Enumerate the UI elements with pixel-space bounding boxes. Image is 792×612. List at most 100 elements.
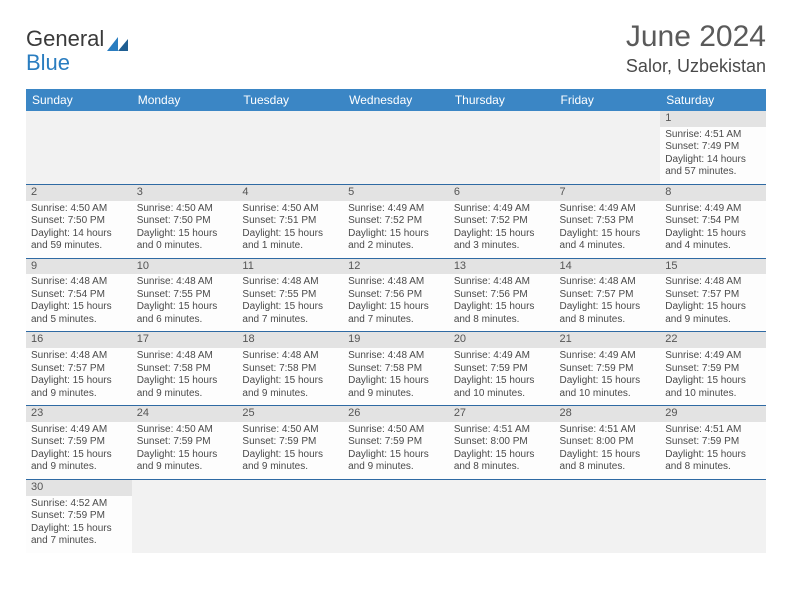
day-number-cell	[449, 479, 555, 495]
day-cell: Sunrise: 4:51 AMSunset: 7:49 PMDaylight:…	[660, 127, 766, 185]
weekday-header-row: Sunday Monday Tuesday Wednesday Thursday…	[26, 89, 766, 111]
day-number-cell: 25	[237, 406, 343, 422]
daylight-line: Daylight: 15 hours and 9 minutes.	[31, 449, 127, 474]
day-cell: Sunrise: 4:51 AMSunset: 7:59 PMDaylight:…	[660, 422, 766, 480]
day-cell	[449, 496, 555, 553]
daylight-line: Daylight: 15 hours and 9 minutes.	[242, 449, 338, 474]
sunrise-line: Sunrise: 4:48 AM	[242, 276, 338, 289]
day-number-row: 9101112131415	[26, 258, 766, 274]
day-number-cell: 16	[26, 332, 132, 348]
sunset-line: Sunset: 7:59 PM	[348, 436, 444, 449]
day-cell	[26, 127, 132, 185]
day-cell	[660, 496, 766, 553]
day-cell: Sunrise: 4:48 AMSunset: 7:58 PMDaylight:…	[237, 348, 343, 406]
daylight-line: Daylight: 15 hours and 10 minutes.	[560, 375, 656, 400]
day-content-row: Sunrise: 4:52 AMSunset: 7:59 PMDaylight:…	[26, 496, 766, 553]
daylight-line: Daylight: 15 hours and 10 minutes.	[454, 375, 550, 400]
sunset-line: Sunset: 7:56 PM	[454, 289, 550, 302]
sunrise-line: Sunrise: 4:48 AM	[665, 276, 761, 289]
sunset-line: Sunset: 7:50 PM	[31, 215, 127, 228]
daylight-line: Daylight: 15 hours and 5 minutes.	[31, 301, 127, 326]
daylight-line: Daylight: 15 hours and 8 minutes.	[665, 449, 761, 474]
day-number-row: 30	[26, 479, 766, 495]
day-number-row: 16171819202122	[26, 332, 766, 348]
day-cell: Sunrise: 4:51 AMSunset: 8:00 PMDaylight:…	[449, 422, 555, 480]
sunset-line: Sunset: 7:58 PM	[242, 363, 338, 376]
sunrise-line: Sunrise: 4:51 AM	[560, 424, 656, 437]
sunset-line: Sunset: 7:53 PM	[560, 215, 656, 228]
daylight-line: Daylight: 15 hours and 9 minutes.	[31, 375, 127, 400]
sunrise-line: Sunrise: 4:52 AM	[31, 498, 127, 511]
sunset-line: Sunset: 7:57 PM	[31, 363, 127, 376]
day-cell: Sunrise: 4:49 AMSunset: 7:59 PMDaylight:…	[660, 348, 766, 406]
day-content-row: Sunrise: 4:49 AMSunset: 7:59 PMDaylight:…	[26, 422, 766, 480]
sunrise-line: Sunrise: 4:49 AM	[665, 203, 761, 216]
sunrise-line: Sunrise: 4:50 AM	[31, 203, 127, 216]
month-year: June 2024	[626, 20, 766, 54]
day-cell	[555, 127, 661, 185]
day-cell: Sunrise: 4:49 AMSunset: 7:59 PMDaylight:…	[449, 348, 555, 406]
day-number-cell	[449, 111, 555, 127]
location: Salor, Uzbekistan	[626, 56, 766, 77]
day-content-row: Sunrise: 4:50 AMSunset: 7:50 PMDaylight:…	[26, 201, 766, 259]
day-cell: Sunrise: 4:48 AMSunset: 7:57 PMDaylight:…	[26, 348, 132, 406]
day-cell: Sunrise: 4:49 AMSunset: 7:53 PMDaylight:…	[555, 201, 661, 259]
day-number-cell: 13	[449, 258, 555, 274]
logo: GeneralBlue	[26, 26, 175, 76]
sunset-line: Sunset: 7:54 PM	[31, 289, 127, 302]
day-cell	[237, 127, 343, 185]
day-cell: Sunrise: 4:49 AMSunset: 7:54 PMDaylight:…	[660, 201, 766, 259]
header: GeneralBlue June 2024 Salor, Uzbekistan	[26, 20, 766, 77]
daylight-line: Daylight: 15 hours and 9 minutes.	[137, 375, 233, 400]
daylight-line: Daylight: 15 hours and 9 minutes.	[348, 449, 444, 474]
logo-text-b: Blue	[26, 50, 70, 75]
sunrise-line: Sunrise: 4:48 AM	[137, 350, 233, 363]
day-number-cell: 3	[132, 184, 238, 200]
day-cell: Sunrise: 4:50 AMSunset: 7:51 PMDaylight:…	[237, 201, 343, 259]
daylight-line: Daylight: 15 hours and 0 minutes.	[137, 228, 233, 253]
daylight-line: Daylight: 15 hours and 10 minutes.	[665, 375, 761, 400]
daylight-line: Daylight: 15 hours and 3 minutes.	[454, 228, 550, 253]
sunrise-line: Sunrise: 4:51 AM	[454, 424, 550, 437]
day-number-cell: 28	[555, 406, 661, 422]
weekday-header: Thursday	[449, 89, 555, 111]
sunset-line: Sunset: 7:58 PM	[137, 363, 233, 376]
day-number-cell: 23	[26, 406, 132, 422]
weekday-header: Monday	[132, 89, 238, 111]
day-cell: Sunrise: 4:50 AMSunset: 7:59 PMDaylight:…	[343, 422, 449, 480]
day-cell: Sunrise: 4:51 AMSunset: 8:00 PMDaylight:…	[555, 422, 661, 480]
day-cell: Sunrise: 4:50 AMSunset: 7:50 PMDaylight:…	[26, 201, 132, 259]
day-number-cell: 26	[343, 406, 449, 422]
sunset-line: Sunset: 8:00 PM	[560, 436, 656, 449]
daylight-line: Daylight: 15 hours and 6 minutes.	[137, 301, 233, 326]
day-number-cell: 24	[132, 406, 238, 422]
day-cell	[343, 127, 449, 185]
daylight-line: Daylight: 15 hours and 4 minutes.	[665, 228, 761, 253]
sunset-line: Sunset: 7:59 PM	[454, 363, 550, 376]
day-number-cell: 29	[660, 406, 766, 422]
day-number-cell: 18	[237, 332, 343, 348]
day-cell: Sunrise: 4:48 AMSunset: 7:56 PMDaylight:…	[343, 274, 449, 332]
daylight-line: Daylight: 14 hours and 59 minutes.	[31, 228, 127, 253]
weekday-header: Friday	[555, 89, 661, 111]
sunset-line: Sunset: 7:54 PM	[665, 215, 761, 228]
sunset-line: Sunset: 7:59 PM	[31, 436, 127, 449]
weekday-header: Saturday	[660, 89, 766, 111]
day-cell	[132, 127, 238, 185]
day-cell: Sunrise: 4:50 AMSunset: 7:59 PMDaylight:…	[132, 422, 238, 480]
sunrise-line: Sunrise: 4:50 AM	[348, 424, 444, 437]
sunrise-line: Sunrise: 4:48 AM	[137, 276, 233, 289]
weekday-header: Wednesday	[343, 89, 449, 111]
day-number-cell: 1	[660, 111, 766, 127]
sunrise-line: Sunrise: 4:49 AM	[560, 350, 656, 363]
sunrise-line: Sunrise: 4:49 AM	[348, 203, 444, 216]
weekday-header: Tuesday	[237, 89, 343, 111]
day-number-cell: 12	[343, 258, 449, 274]
sunset-line: Sunset: 8:00 PM	[454, 436, 550, 449]
daylight-line: Daylight: 15 hours and 9 minutes.	[137, 449, 233, 474]
day-cell: Sunrise: 4:49 AMSunset: 7:52 PMDaylight:…	[343, 201, 449, 259]
sunrise-line: Sunrise: 4:49 AM	[454, 350, 550, 363]
day-number-cell	[132, 479, 238, 495]
sunset-line: Sunset: 7:59 PM	[137, 436, 233, 449]
day-cell: Sunrise: 4:50 AMSunset: 7:59 PMDaylight:…	[237, 422, 343, 480]
